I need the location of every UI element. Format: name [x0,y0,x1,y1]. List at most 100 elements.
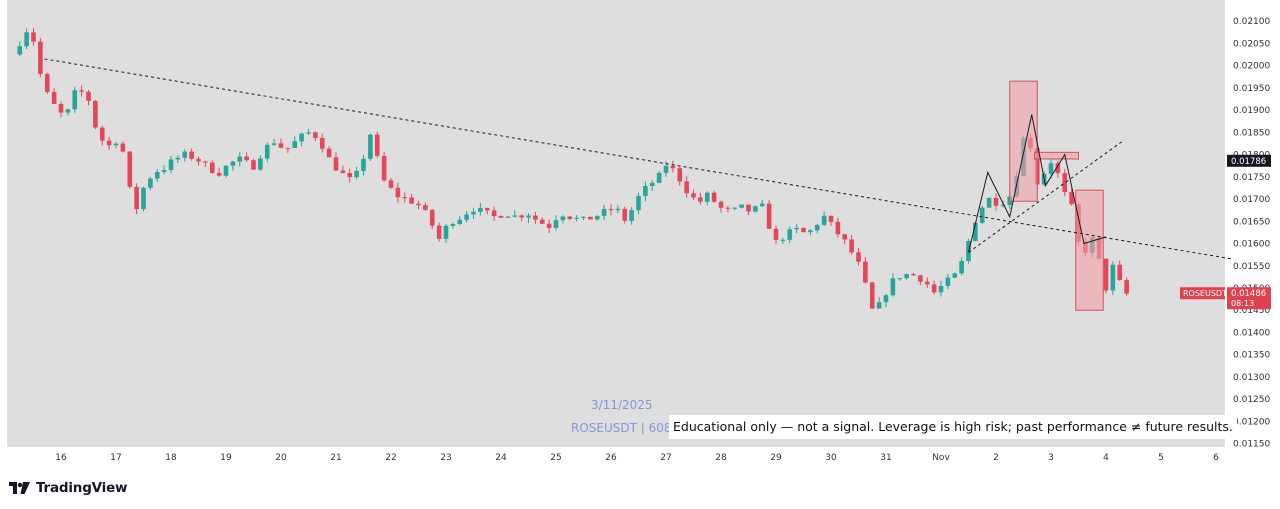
candle-body [808,230,813,233]
candle-body [581,216,586,218]
candle-body [79,90,84,92]
price-chart[interactable]: 0.02100 0.02050 0.02000 0.01950 0.01900 0.018… [7,0,1276,467]
candle-body [718,201,724,208]
candle-body [216,172,222,176]
y-tick-label: 0.01850 [1233,128,1270,138]
candle-body [821,215,827,225]
candle-body [636,196,641,211]
candle-body [732,207,738,209]
candle-body [973,222,978,241]
candle-body [120,143,126,152]
candle-body [684,181,689,194]
candle-body [333,157,339,171]
candle-body [313,132,318,138]
candle-body [402,197,408,199]
candle-body [347,173,353,178]
candle-body [691,193,696,198]
candle-body [959,260,964,274]
x-tick-label: 18 [165,453,177,463]
candle-body [271,143,277,145]
candle-body [863,261,868,283]
candle-body [766,203,772,229]
time-axis-background [7,447,1225,467]
candle-body [264,144,270,159]
candle-body [608,208,614,211]
candle-body [175,157,181,160]
candle-body [292,141,298,148]
x-tick-label: 26 [605,453,617,463]
candle-body [704,192,710,202]
brand[interactable]: TradingView [9,478,128,498]
price-marker-text: 0.01786 [1231,157,1266,167]
candle-body [209,162,215,173]
tradingview-logo-icon [9,482,30,494]
candle-body [450,223,456,226]
candle-body [17,46,23,55]
candle-body [725,207,731,209]
candle-body [285,147,291,149]
candle-body [574,217,579,219]
x-tick-label: 17 [110,453,121,463]
chart-area[interactable]: 0.02100 0.02050 0.02000 0.01950 0.01900 0.018… [7,0,1276,467]
candle-body [457,219,463,224]
candle-body [99,127,105,141]
candle-body [237,156,243,162]
candle-body [1000,204,1006,206]
y-tick-label: 0.01450 [1233,306,1270,316]
last-price-tag [1227,287,1271,310]
candle-body [986,197,992,208]
candle-body [746,204,751,212]
y-tick-label: 0.01950 [1233,84,1270,94]
x-tick-label: 4 [1103,453,1109,463]
candle-body [44,73,50,92]
candle-body [567,216,573,219]
candle-body [876,302,882,309]
candle-body [464,214,469,220]
candle-body [918,275,923,282]
candle-body [134,186,139,210]
y-tick-label: 0.01350 [1233,351,1270,361]
candle-body [739,204,744,208]
candle-body [478,207,483,212]
time-axis[interactable]: 16 17 18 19 20 21 22 23 24 25 26 27 28 29 30 31 Nov 2 3 4 5 6 [7,447,1225,467]
y-tick-label: 0.01600 [1233,240,1270,250]
candle-body [787,229,793,240]
candle-body [113,143,119,146]
candle-body [911,274,916,276]
plot-background [7,0,1225,467]
candle-body [203,161,208,163]
x-tick-label: 5 [1158,453,1164,463]
highlight-zone [1034,151,1079,160]
candle-body [512,215,518,217]
candle-body [340,170,346,174]
price-axis-background [1225,0,1276,467]
candle-body [670,165,676,169]
candle-body [223,165,229,176]
candle-body [38,41,43,74]
candle-body [24,32,29,47]
candle-body [395,187,401,198]
candle-body [319,137,325,149]
x-tick-label: 25 [550,453,561,463]
candle-body [656,172,662,183]
candle-body [326,148,332,158]
candle-body [491,210,497,217]
candle-body [72,90,78,110]
candle-body [794,227,799,230]
candle-body [354,170,359,178]
x-tick-label: 20 [275,453,287,463]
x-tick-label: 30 [825,453,837,463]
candle-body [196,158,201,162]
drawings-group [44,58,1233,311]
x-tick-label: 24 [495,453,507,463]
candle-body [1110,264,1116,291]
candle-body [952,273,958,278]
candle-body [924,281,930,285]
x-tick-label: 21 [330,453,341,463]
candle-body [65,109,71,113]
disclaimer-note: Educational only — not a signal. Leverag… [669,415,1237,439]
candle-body [423,205,428,210]
candle-body [127,151,133,187]
candle-body [58,103,64,113]
y-tick-label: 0.02050 [1233,39,1270,49]
